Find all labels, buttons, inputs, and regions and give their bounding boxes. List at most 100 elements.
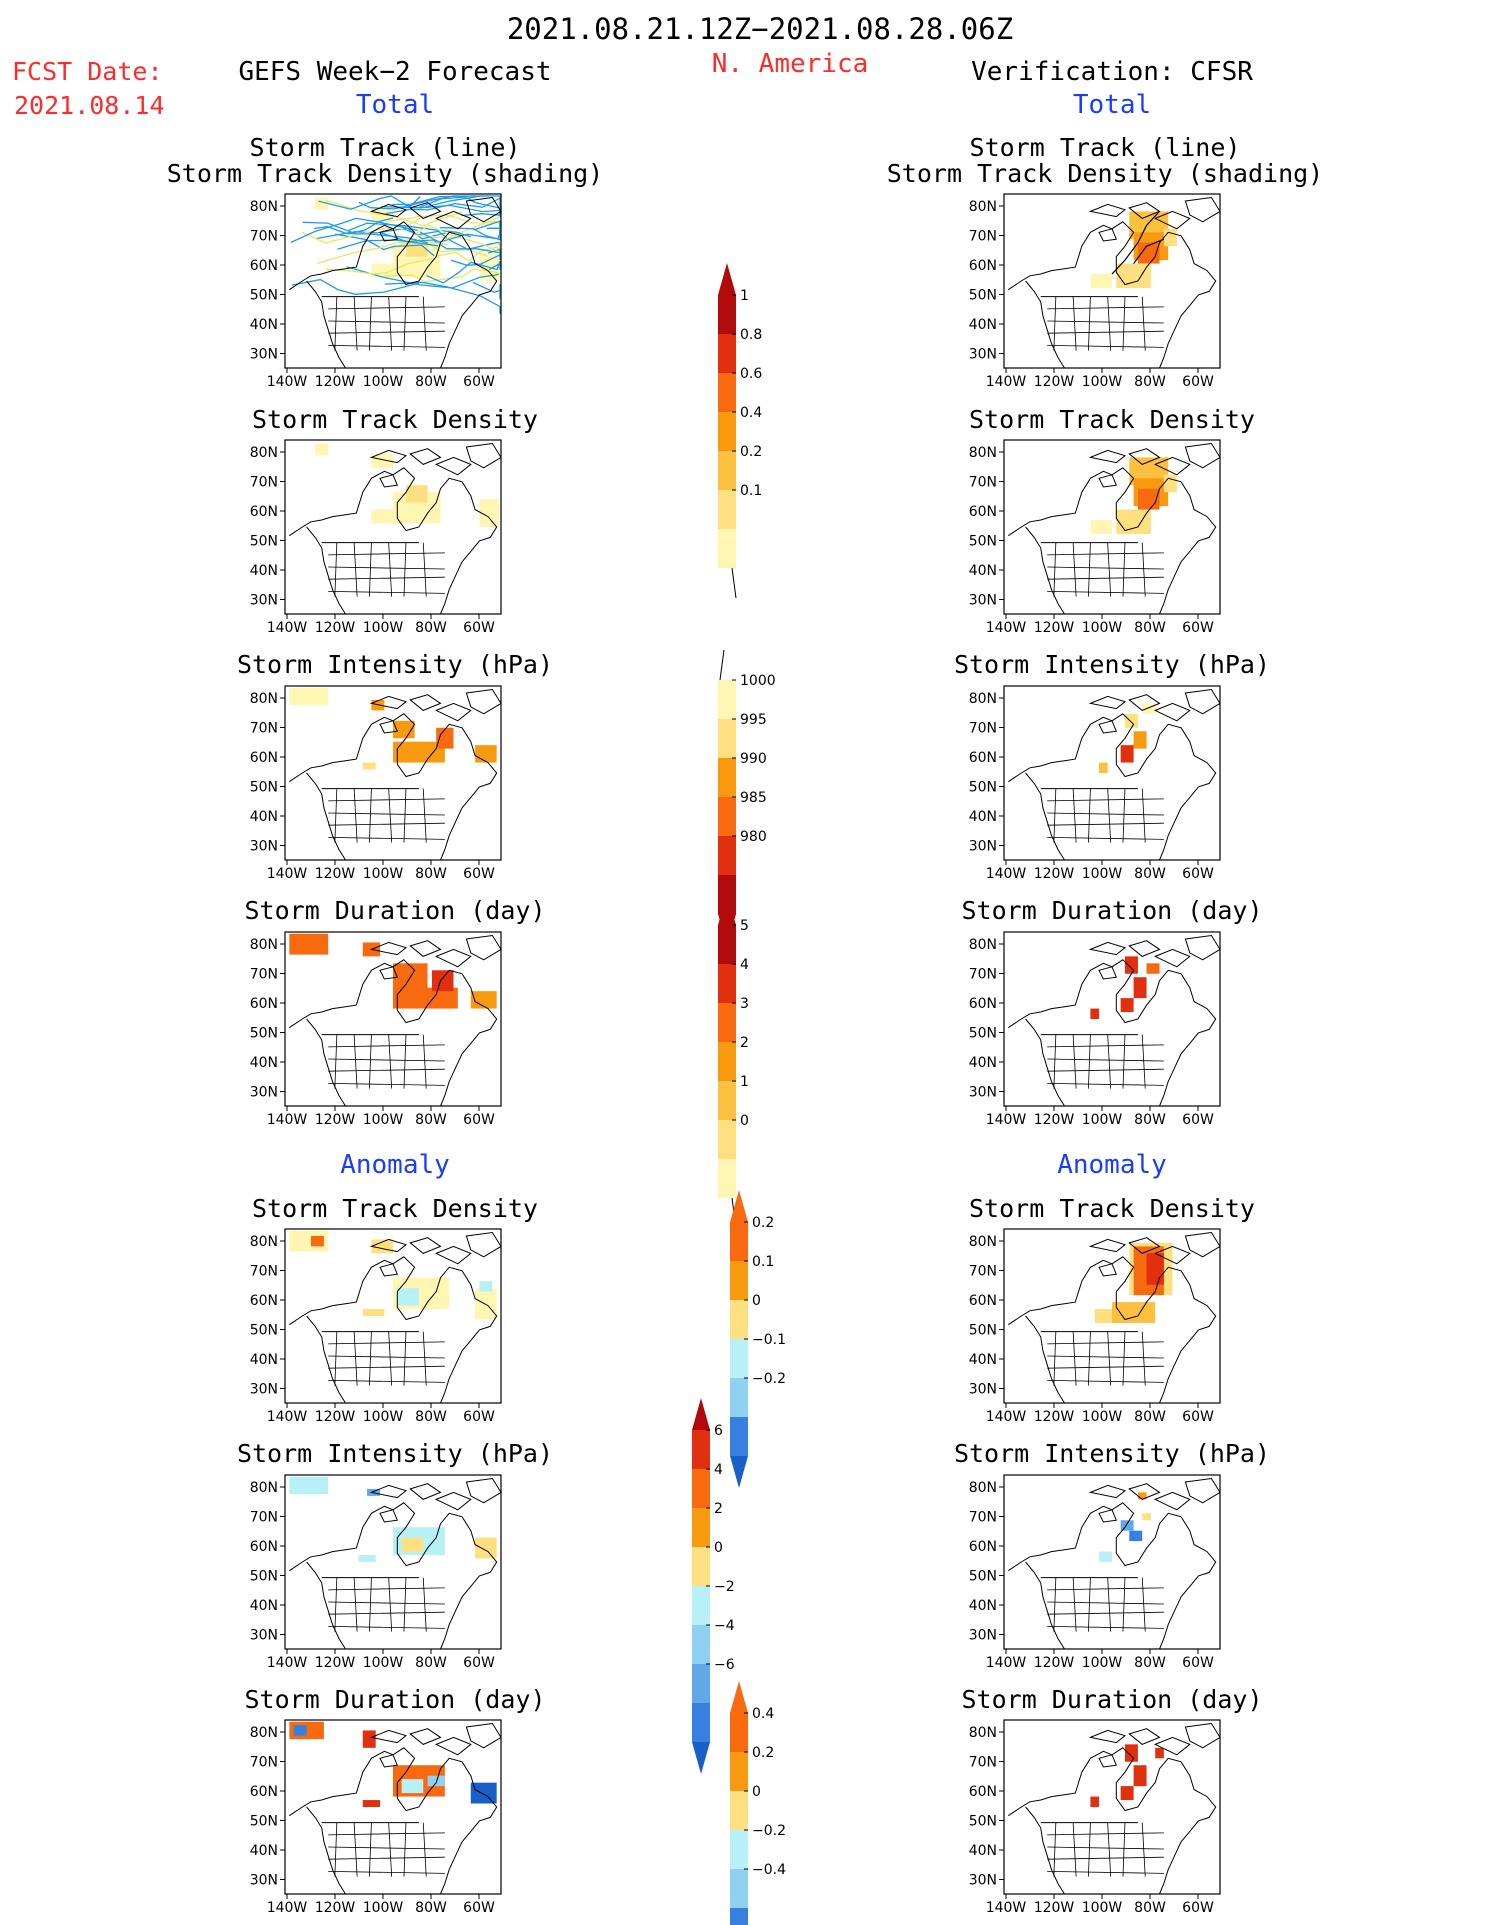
panel-title-density-right: Storm Track Density: [969, 405, 1255, 434]
lat-tick-label: 30N: [969, 593, 997, 609]
lon-tick-label: 100W: [363, 620, 404, 636]
lat-tick-label: 70N: [969, 967, 997, 983]
lat-tick-label: 60N: [969, 1293, 997, 1309]
lat-tick-label: 50N: [969, 1323, 997, 1339]
panel-intensity-anom-right: 80N 70N 60N 50N 40N 30N 140W 120W 100W 80W 60W: [969, 1474, 1221, 1671]
colorbar-swatch: [730, 1417, 748, 1456]
colorbar-swatch: [730, 1261, 748, 1300]
panel-intensity-right-state-lines: [1047, 788, 1164, 843]
lat-tick-label: 30N: [969, 1873, 997, 1889]
panel-duration-right-coastlines: [1008, 934, 1221, 1107]
panel-density-left: 80N 70N 60N 50N 40N 30N 140W 120W 100W 80W 60W: [250, 439, 502, 636]
panel-duration-anom-left-coastlines: [289, 1722, 502, 1895]
lat-tick-label: 60N: [969, 750, 997, 766]
lat-tick-label: 30N: [250, 1873, 278, 1889]
lat-tick-label: 40N: [250, 1055, 278, 1071]
lon-tick-label: 120W: [1034, 1112, 1075, 1128]
panel-intensity-left-state-lines: [328, 788, 445, 843]
lon-tick-label: 100W: [1082, 1112, 1123, 1128]
panel-title-intensity-anom-left: Storm Intensity (hPa): [237, 1439, 553, 1468]
panel-intensity-left-coastlines: [289, 688, 502, 861]
lat-tick-label: 30N: [250, 347, 278, 363]
lat-tick-label: 60N: [250, 750, 278, 766]
panel-intensity-right-coastlines: [1008, 688, 1221, 861]
panel-duration-anom-right: 80N 70N 60N 50N 40N 30N 140W 120W 100W 80W 60W: [969, 1719, 1221, 1916]
lon-tick-label: 140W: [986, 1900, 1027, 1916]
lat-tick-label: 70N: [250, 1264, 278, 1280]
colorbar-label: 990: [740, 751, 767, 767]
fcst-date-label: FCST Date:: [12, 57, 163, 86]
lat-tick-label: 70N: [250, 1510, 278, 1526]
lat-tick-label: 50N: [250, 780, 278, 796]
panel-density-anom-right: 80N 70N 60N 50N 40N 30N 140W 120W 100W 80W 60W: [969, 1228, 1221, 1425]
colorbar-label: 3: [740, 996, 749, 1012]
lat-tick-label: 70N: [969, 1510, 997, 1526]
colorbar-label: −6: [714, 1657, 735, 1673]
colorbar-swatch: [718, 680, 736, 719]
panel-intensity-left-axes: 80N 70N 60N 50N 40N 30N 140W 120W 100W 80W 60W: [250, 691, 495, 882]
panel-intensity-right-frame: [1003, 685, 1221, 861]
lat-tick-label: 60N: [250, 1784, 278, 1800]
panel-duration-left: 80N 70N 60N 50N 40N 30N 140W 120W 100W 80W 60W: [250, 931, 502, 1128]
lat-tick-label: 60N: [969, 504, 997, 520]
panel-density-left-coastlines: [289, 442, 502, 615]
panel-intensity-left-frame: [284, 685, 502, 861]
lat-tick-label: 70N: [969, 475, 997, 491]
colorbar-swatch: [718, 529, 736, 568]
lon-tick-label: 120W: [315, 1655, 356, 1671]
lon-tick-label: 100W: [1082, 1409, 1123, 1425]
lat-tick-label: 60N: [250, 258, 278, 274]
period-title: 2021.08.21.12Z−2021.08.28.06Z: [507, 12, 1013, 46]
colorbar-swatch: [718, 451, 736, 490]
colorbar-swatch: [730, 1869, 748, 1908]
lon-tick-label: 120W: [315, 1900, 356, 1916]
lon-tick-label: 100W: [1082, 1655, 1123, 1671]
lat-tick-label: 40N: [969, 1598, 997, 1614]
lat-tick-label: 40N: [969, 563, 997, 579]
lat-tick-label: 60N: [969, 1784, 997, 1800]
lat-tick-label: 70N: [969, 721, 997, 737]
panel-density-left-shading: [315, 443, 499, 527]
colorbar-label: −0.4: [752, 1862, 786, 1878]
lon-tick-label: 60W: [1182, 374, 1214, 390]
panel-intensity-anom-right-frame: [1003, 1474, 1221, 1650]
lat-tick-label: 40N: [969, 1843, 997, 1859]
lon-tick-label: 120W: [1034, 374, 1075, 390]
lon-tick-label: 80W: [415, 1900, 447, 1916]
panel-duration-right: 80N 70N 60N 50N 40N 30N 140W 120W 100W 80W 60W: [969, 931, 1221, 1128]
colorbar-swatch: [692, 1508, 710, 1547]
lon-tick-label: 80W: [1134, 1112, 1166, 1128]
panel-density-anom-right-axes: 80N 70N 60N 50N 40N 30N 140W 120W 100W 80W 60W: [969, 1234, 1214, 1425]
colorbar-label: 5: [740, 918, 749, 934]
colorbar-label: 995: [740, 712, 767, 728]
panel-track-right: 80N 70N 60N 50N 40N 30N 140W 120W 100W 80W 60W: [969, 193, 1221, 390]
panel-track-left-state-lines: [328, 296, 445, 351]
colorbar-label: 1: [740, 288, 749, 304]
panel-density-anom-left-axes: 80N 70N 60N 50N 40N 30N 140W 120W 100W 80W 60W: [250, 1234, 495, 1425]
lon-tick-label: 80W: [1134, 1655, 1166, 1671]
colorbar-label: −0.1: [752, 1332, 786, 1348]
lat-tick-label: 70N: [250, 967, 278, 983]
colorbar-swatch: [718, 1159, 736, 1198]
colorbar-swatch: [718, 925, 736, 964]
panel-intensity-anom-left-frame: [284, 1474, 502, 1650]
lon-tick-label: 140W: [267, 374, 308, 390]
lat-tick-label: 50N: [250, 1814, 278, 1830]
panel-intensity-anom-left-coastlines: [289, 1477, 502, 1650]
panel-duration-anom-left-frame: [284, 1719, 502, 1895]
panel-intensity-right-axes: 80N 70N 60N 50N 40N 30N 140W 120W 100W 80W 60W: [969, 691, 1214, 882]
section-anomaly-left: Anomaly: [340, 1150, 450, 1180]
panel-track-left-frame: [284, 193, 502, 369]
lon-tick-label: 100W: [363, 1900, 404, 1916]
colorbar-label: 0.8: [740, 327, 762, 343]
lat-tick-label: 30N: [250, 1382, 278, 1398]
panel-duration-anom-right-coastlines: [1008, 1722, 1221, 1895]
lon-tick-label: 140W: [986, 374, 1027, 390]
lon-tick-label: 120W: [315, 374, 356, 390]
colorbar-swatch: [718, 964, 736, 1003]
panel-intensity-anom-right-coastlines: [1008, 1477, 1221, 1650]
lat-tick-label: 30N: [969, 1382, 997, 1398]
lon-tick-label: 60W: [1182, 620, 1214, 636]
panel-title-track-shading-left: Storm Track Density (shading): [167, 159, 604, 188]
panel-title-intensity-left: Storm Intensity (hPa): [237, 650, 553, 679]
